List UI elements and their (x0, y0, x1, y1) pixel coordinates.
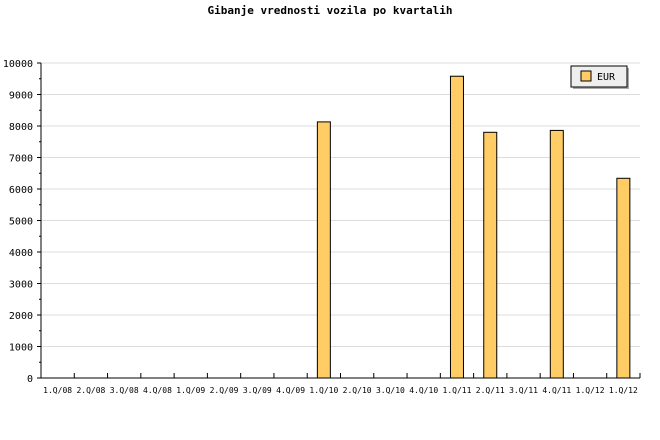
x-tick-label: 1.Q/12 (609, 386, 638, 395)
x-tick-label: 1.Q/10 (309, 386, 338, 395)
x-tick-label: 3.Q/09 (243, 386, 272, 395)
y-tick-label: 2000 (9, 311, 33, 322)
bar-1.Q/10 (316, 121, 331, 379)
x-tick-label: 2.Q/08 (76, 386, 105, 395)
bar-1.Q/12 (616, 177, 631, 379)
x-tick-label: 4.Q/09 (276, 386, 305, 395)
x-tick-label: 4.Q/08 (143, 386, 172, 395)
y-tick-label: 4000 (9, 248, 33, 259)
x-tick-label: 1.Q/11 (443, 386, 472, 395)
x-tick-label: 1.Q/09 (176, 386, 205, 395)
x-tick-label: 4.Q/10 (409, 386, 438, 395)
bar-2.Q/11 (483, 131, 498, 379)
bar-4.Q/11 (549, 129, 564, 379)
y-tick-label: 0 (27, 374, 33, 385)
x-tick-label: 3.Q/11 (509, 386, 538, 395)
x-tick-label: 3.Q/08 (110, 386, 139, 395)
legend-swatch (580, 70, 592, 82)
x-tick-label: 4.Q/11 (542, 386, 571, 395)
y-tick-label: 3000 (9, 280, 33, 291)
x-tick-label: 2.Q/09 (210, 386, 239, 395)
legend: EUR (570, 65, 629, 89)
chart-title: Gibanje vrednosti vozila po kvartalih (207, 4, 452, 17)
x-tick-label: 3.Q/10 (376, 386, 405, 395)
x-tick-label: 2.Q/10 (343, 386, 372, 395)
y-tick-label: 10000 (3, 59, 33, 70)
bar-1.Q/11 (449, 75, 464, 379)
x-tick-label: 1.Q/08 (43, 386, 72, 395)
y-tick-label: 9000 (9, 91, 33, 102)
x-tick-label: 1.Q/12 (576, 386, 605, 395)
legend-label: EUR (597, 72, 616, 83)
x-tick-label: 2.Q/11 (476, 386, 505, 395)
y-tick-label: 8000 (9, 122, 33, 133)
y-tick-label: 1000 (9, 343, 33, 354)
y-tick-label: 5000 (9, 217, 33, 228)
y-tick-label: 7000 (9, 154, 33, 165)
y-tick-label: 6000 (9, 185, 33, 196)
